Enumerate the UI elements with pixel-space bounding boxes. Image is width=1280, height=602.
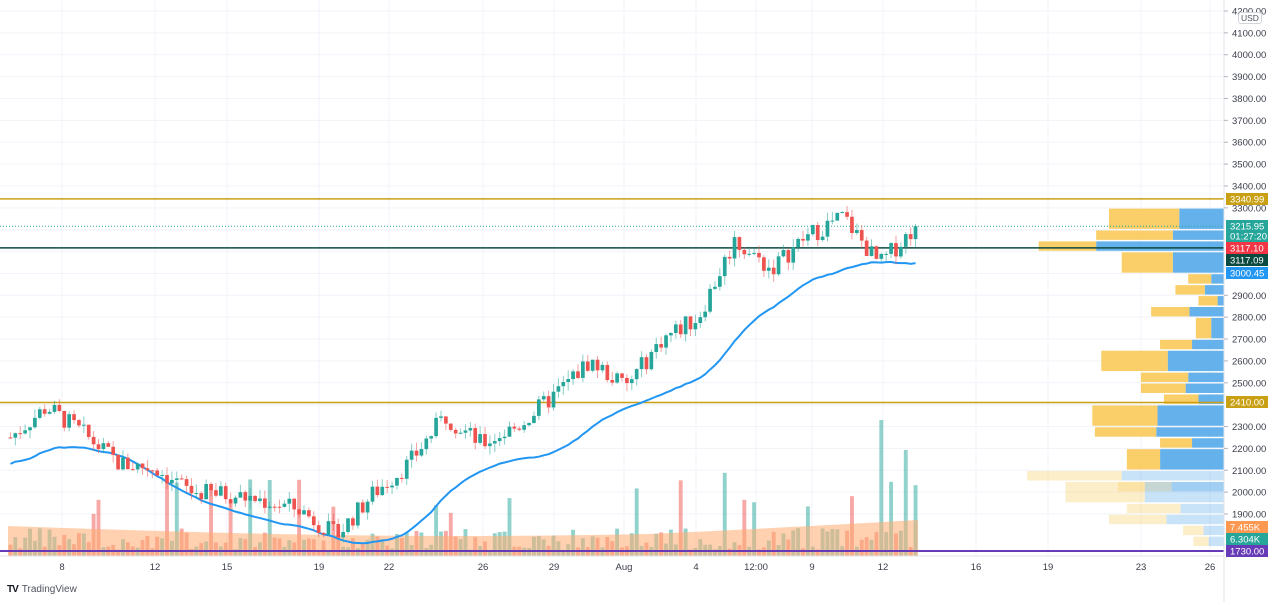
- time-tick-label: 12: [150, 562, 161, 573]
- time-tick-label: 22: [384, 562, 395, 573]
- price-tick-label: 2900.00: [1232, 291, 1266, 302]
- price-tick-label: 4100.00: [1232, 28, 1266, 39]
- tradingview-logo[interactable]: TV TradingView: [7, 584, 77, 595]
- high-line-tag: [1226, 242, 1268, 254]
- price-tick-label: 3800.00: [1232, 94, 1266, 105]
- time-tick-label: 8: [59, 562, 64, 573]
- svg-text:3000.45: 3000.45: [1230, 269, 1264, 280]
- price-tick-label: 4000.00: [1232, 50, 1266, 61]
- price-tick-label: 2300.00: [1232, 422, 1266, 433]
- time-tick-label: 26: [478, 562, 489, 573]
- time-tick-label: Aug: [616, 562, 633, 573]
- time-tick-label: 4: [693, 562, 698, 573]
- tradingview-logo-icon: TV: [7, 584, 19, 595]
- svg-text:3340.99: 3340.99: [1230, 195, 1264, 206]
- svg-text:01:27:20: 01:27:20: [1230, 232, 1267, 243]
- volume-ma-area: [8, 520, 918, 556]
- horizontal-levels[interactable]: [0, 198, 1224, 552]
- svg-text:7.455K: 7.455K: [1230, 523, 1261, 534]
- price-tick-label: 2700.00: [1232, 335, 1266, 346]
- time-tick-label: 19: [314, 562, 325, 573]
- time-tick-label: 16: [971, 562, 982, 573]
- svg-text:3117.10: 3117.10: [1230, 244, 1264, 255]
- price-tick-label: 2000.00: [1232, 488, 1266, 499]
- price-tick-label: 2200.00: [1232, 444, 1266, 455]
- svg-text:3215.95: 3215.95: [1230, 222, 1264, 233]
- svg-text:3117.09: 3117.09: [1230, 256, 1264, 267]
- svg-text:1730.00: 1730.00: [1230, 547, 1264, 558]
- price-tick-label: 3600.00: [1232, 138, 1266, 149]
- currency-badge[interactable]: USD: [1238, 12, 1262, 24]
- time-tick-label: 12:00: [744, 562, 768, 573]
- moving-average-line: [10, 260, 916, 545]
- candlesticks: [8, 206, 918, 543]
- volume-tag: [1226, 533, 1268, 545]
- price-tick-label: 2500.00: [1232, 378, 1266, 389]
- last-price-tag: [1226, 220, 1268, 242]
- time-axis[interactable]: 8 12 15 19 22 26 29 Aug 4 12:00 9 12 16 19 23 26: [0, 555, 1224, 573]
- resistance-level-tag: [1226, 193, 1268, 205]
- time-tick-label: 26: [1205, 562, 1216, 573]
- poc-line-tag: [1226, 254, 1268, 266]
- price-tick-label: 3400.00: [1232, 181, 1266, 192]
- time-tick-label: 23: [1136, 562, 1147, 573]
- volume-ma-tag: [1226, 521, 1268, 533]
- price-tick-label: 2100.00: [1232, 466, 1266, 477]
- support-level-tag: [1226, 396, 1268, 408]
- price-tick-label: 1900.00: [1232, 510, 1266, 521]
- time-tick-label: 9: [809, 562, 814, 573]
- low-level-tag: [1226, 545, 1268, 557]
- price-tick-label: 2600.00: [1232, 356, 1266, 367]
- volume-profile: [1027, 208, 1224, 547]
- time-tick-label: 19: [1043, 562, 1054, 573]
- price-tick-label: 3300.00: [1232, 203, 1266, 214]
- price-tick-label: 3900.00: [1232, 72, 1266, 83]
- time-tick-label: 29: [549, 562, 560, 573]
- price-tick-label: 3500.00: [1232, 160, 1266, 171]
- time-tick-label: 15: [222, 562, 233, 573]
- price-tick-label: 2800.00: [1232, 313, 1266, 324]
- svg-text:2410.00: 2410.00: [1230, 398, 1264, 409]
- svg-text:6.304K: 6.304K: [1230, 535, 1261, 546]
- brand-name: TradingView: [21, 584, 77, 595]
- price-tick-label: 3700.00: [1232, 116, 1266, 127]
- ma-value-tag: [1226, 267, 1268, 279]
- price-axis[interactable]: 4200.004100.004000.003900.003800.003700.…: [1223, 0, 1266, 602]
- time-tick-label: 12: [878, 562, 889, 573]
